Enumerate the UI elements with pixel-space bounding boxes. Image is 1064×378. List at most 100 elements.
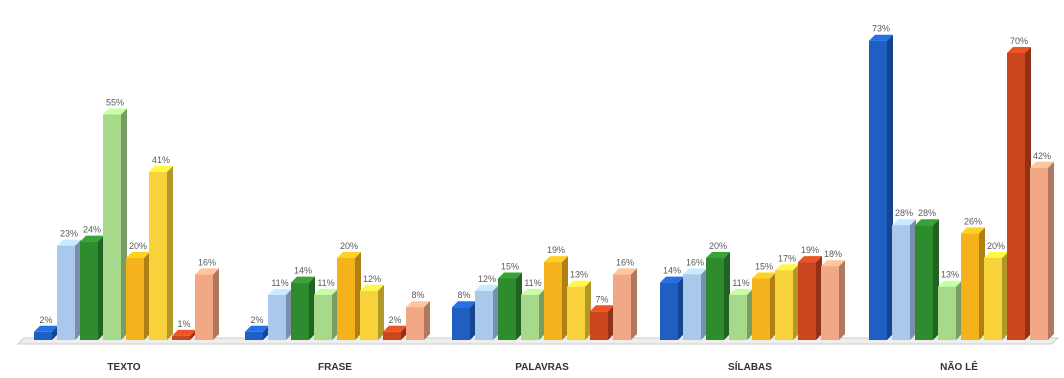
bar-side (52, 325, 58, 340)
bar-side (585, 280, 591, 340)
bar-front (892, 225, 910, 340)
data-label: 8% (411, 290, 424, 300)
bar-side (355, 252, 361, 340)
bar-top (683, 268, 707, 275)
bar-top (821, 260, 845, 267)
bar (34, 325, 58, 340)
category-label: TEXTO (107, 362, 140, 373)
bar-front (34, 331, 52, 340)
bar-front (80, 241, 98, 340)
data-label: 11% (732, 278, 749, 288)
data-label: 15% (501, 262, 519, 272)
bar-side (309, 276, 315, 340)
bar (544, 256, 568, 340)
bar-front (337, 258, 355, 340)
bar-top (126, 252, 150, 258)
bar-front (245, 331, 263, 340)
data-label: 13% (941, 270, 959, 280)
bar-side (167, 165, 173, 340)
bar-side (401, 325, 407, 340)
data-label: 70% (1010, 36, 1028, 46)
bar-top (406, 301, 430, 308)
bar (729, 288, 753, 340)
bar-top (80, 235, 104, 242)
bar-top (268, 288, 292, 295)
data-label: 18% (824, 249, 842, 259)
bar-top (798, 256, 822, 263)
bar (57, 239, 81, 340)
bar (1007, 47, 1031, 340)
bar (337, 252, 361, 340)
bar-side (608, 305, 614, 340)
bar (938, 280, 962, 340)
bar (775, 264, 799, 340)
bar-side (1048, 161, 1054, 340)
bar-front (383, 331, 401, 340)
bar (869, 34, 893, 340)
bar-top (961, 227, 985, 234)
bar-top (521, 288, 545, 295)
bar-top (57, 239, 81, 246)
bar (915, 219, 939, 340)
bar-side (190, 329, 196, 340)
category-label: NÃO LÊ (940, 360, 978, 373)
bar (103, 108, 127, 340)
bar (291, 276, 315, 340)
bar-front (195, 274, 213, 340)
bar (314, 288, 338, 340)
bar-top (729, 288, 753, 295)
bar-top (383, 325, 407, 332)
data-label: 24% (83, 225, 101, 235)
bar-top (590, 305, 614, 312)
bar-side (332, 288, 338, 340)
bar-side (956, 280, 962, 340)
bar (195, 268, 219, 340)
bar (821, 260, 845, 340)
bar-front (103, 114, 121, 340)
bar-top (660, 276, 684, 283)
bar-side (910, 219, 916, 340)
bar-top (869, 34, 893, 41)
bar-top (915, 219, 939, 226)
data-label: 73% (872, 24, 890, 34)
data-label: 2% (388, 315, 401, 325)
bar-front (475, 290, 493, 340)
bar-top (452, 301, 476, 308)
data-label: 28% (895, 208, 913, 218)
data-label: 2% (39, 315, 52, 325)
bar-top (567, 280, 591, 287)
bar-front (984, 258, 1002, 340)
data-label: 2% (250, 315, 263, 325)
data-label: 55% (106, 98, 124, 108)
bar-front (683, 274, 701, 340)
bar-top (1030, 161, 1054, 168)
bar-side (144, 252, 150, 340)
data-label: 19% (547, 245, 565, 255)
bar-front (660, 282, 678, 340)
bar-top (475, 284, 499, 291)
bar-top (149, 165, 173, 172)
bar-front (752, 278, 770, 340)
data-label: 12% (478, 274, 496, 284)
bar (660, 276, 684, 340)
bar-front (821, 266, 839, 340)
data-label: 20% (709, 241, 727, 251)
bar-front (172, 335, 190, 340)
data-label: 11% (317, 278, 334, 288)
bar-side (770, 272, 776, 340)
bar-side (1002, 252, 1008, 340)
bar (80, 235, 104, 340)
bar (498, 272, 522, 340)
data-label: 1% (177, 319, 190, 329)
bar (406, 301, 430, 340)
bar-front (1030, 167, 1048, 340)
bar-top (103, 108, 127, 115)
bar (521, 288, 545, 340)
bar-side (470, 301, 476, 340)
bar-front (915, 225, 933, 340)
bar-front (126, 258, 144, 340)
bar-side (539, 288, 545, 340)
category-label: PALAVRAS (515, 362, 569, 373)
data-label: 16% (616, 257, 634, 267)
